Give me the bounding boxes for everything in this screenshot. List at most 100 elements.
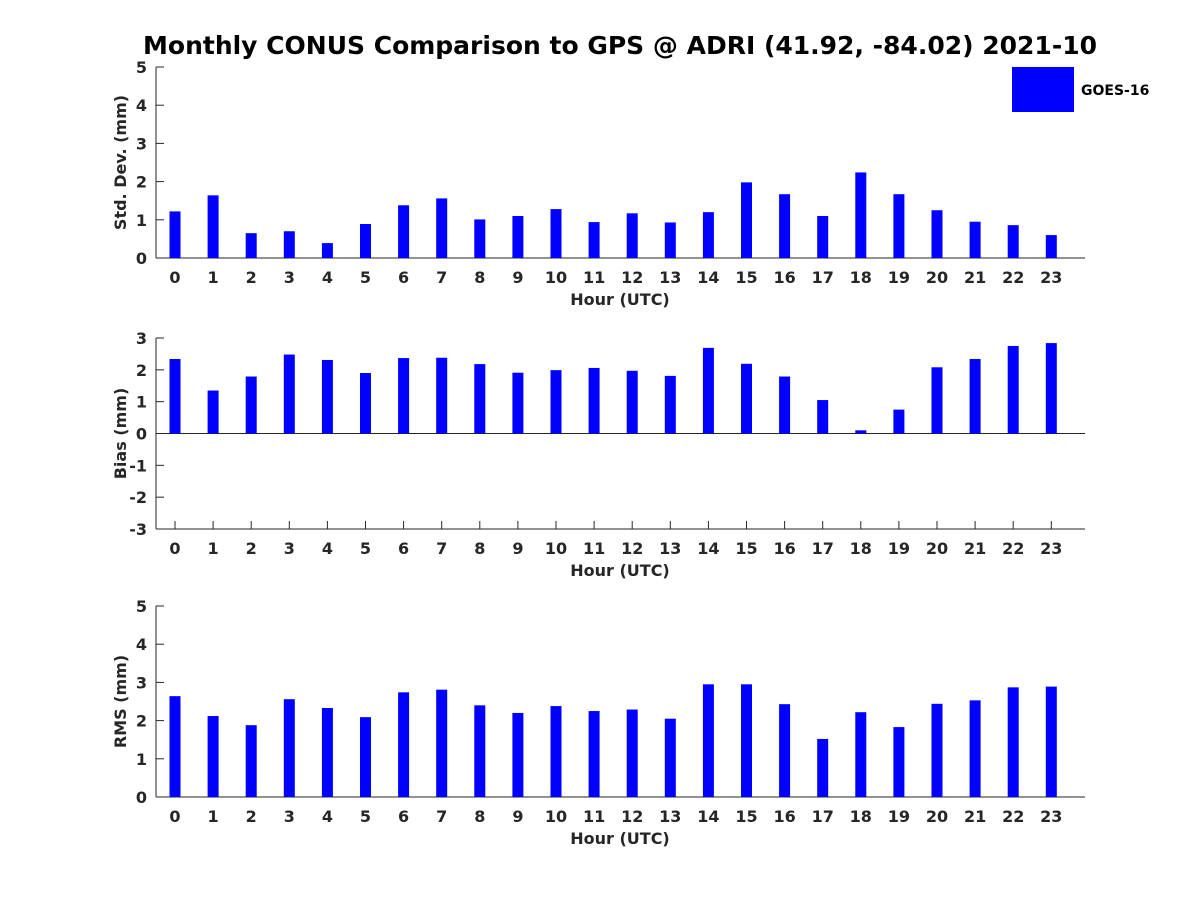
x-tick-label: 20 [926, 539, 948, 558]
x-axis-label: Hour (UTC) [570, 829, 670, 848]
x-tick-label: 19 [888, 268, 910, 287]
x-tick-label: 9 [512, 539, 523, 558]
x-tick-label: 18 [850, 539, 872, 558]
bar [398, 205, 410, 258]
bar [779, 704, 791, 797]
x-tick-label: 8 [474, 268, 485, 287]
bar [855, 712, 867, 797]
x-tick-label: 10 [545, 539, 567, 558]
x-tick-label: 16 [773, 268, 795, 287]
x-tick-label: 8 [474, 539, 485, 558]
y-tick-label: 3 [136, 329, 147, 348]
bar [398, 358, 410, 434]
x-tick-label: 19 [888, 807, 910, 826]
x-axis-label: Hour (UTC) [570, 290, 670, 309]
bar [398, 692, 410, 797]
x-tick-label: 6 [398, 268, 409, 287]
x-tick-label: 14 [697, 807, 719, 826]
x-tick-label: 17 [812, 539, 834, 558]
bar [931, 367, 943, 434]
x-tick-label: 15 [735, 807, 757, 826]
y-tick-label: -3 [129, 520, 147, 539]
x-tick-label: 11 [583, 539, 605, 558]
x-tick-label: 16 [773, 539, 795, 558]
y-tick-label: 1 [136, 750, 147, 769]
y-tick-label: 0 [136, 425, 147, 444]
bar [893, 194, 905, 258]
x-tick-label: 23 [1040, 539, 1062, 558]
x-tick-label: 21 [964, 807, 986, 826]
bar [741, 363, 752, 434]
x-tick-label: 19 [888, 539, 910, 558]
bar [1045, 686, 1057, 797]
y-tick-label: 5 [136, 58, 147, 77]
bar [893, 409, 905, 434]
x-tick-label: 20 [926, 268, 948, 287]
y-tick-label: 4 [136, 635, 147, 654]
bar [855, 172, 867, 258]
bar [779, 194, 791, 258]
y-tick-label: 2 [136, 173, 147, 192]
x-tick-label: 22 [1002, 807, 1024, 826]
x-tick-label: 12 [621, 539, 643, 558]
x-tick-label: 7 [436, 539, 447, 558]
y-tick-label: 2 [136, 361, 147, 380]
bar [664, 718, 676, 797]
x-tick-label: 23 [1040, 268, 1062, 287]
bar [360, 224, 371, 258]
bar [283, 231, 295, 258]
x-tick-label: 3 [284, 268, 295, 287]
bar [817, 215, 829, 258]
bar [588, 222, 600, 258]
x-axis-label: Hour (UTC) [570, 561, 670, 580]
bar [1007, 225, 1019, 258]
bar [931, 210, 943, 258]
bar [169, 696, 181, 797]
bar [245, 725, 257, 797]
bar [969, 221, 981, 258]
y-tick-label: 4 [136, 96, 147, 115]
x-tick-label: 18 [850, 268, 872, 287]
x-tick-label: 1 [208, 539, 219, 558]
x-tick-label: 1 [208, 268, 219, 287]
bar [321, 359, 333, 434]
x-tick-label: 13 [659, 807, 681, 826]
bar [664, 375, 676, 434]
x-tick-label: 16 [773, 807, 795, 826]
x-tick-label: 7 [436, 807, 447, 826]
x-tick-label: 22 [1002, 268, 1024, 287]
x-tick-label: 18 [850, 807, 872, 826]
x-tick-label: 7 [436, 268, 447, 287]
x-tick-label: 12 [621, 807, 643, 826]
x-tick-label: 0 [169, 268, 180, 287]
y-axis-label: Bias (mm) [111, 388, 130, 480]
bar [474, 219, 486, 258]
x-tick-label: 2 [246, 807, 257, 826]
x-tick-label: 17 [812, 807, 834, 826]
bar [436, 357, 448, 434]
x-tick-label: 4 [322, 807, 333, 826]
bar [741, 182, 752, 258]
y-tick-label: 3 [136, 673, 147, 692]
bar [969, 700, 981, 797]
x-tick-label: 10 [545, 268, 567, 287]
bar [626, 370, 638, 434]
legend-label: GOES-16 [1081, 83, 1149, 99]
bar [436, 198, 448, 258]
bar [360, 373, 371, 434]
x-tick-label: 17 [812, 268, 834, 287]
y-tick-label: 1 [136, 211, 147, 230]
x-tick-label: 1 [208, 807, 219, 826]
x-tick-label: 22 [1002, 539, 1024, 558]
bar [436, 689, 448, 797]
bar [626, 709, 638, 797]
bar [893, 727, 905, 797]
bar [817, 738, 829, 797]
x-tick-label: 6 [398, 807, 409, 826]
bar [169, 359, 181, 434]
bar [245, 233, 257, 258]
